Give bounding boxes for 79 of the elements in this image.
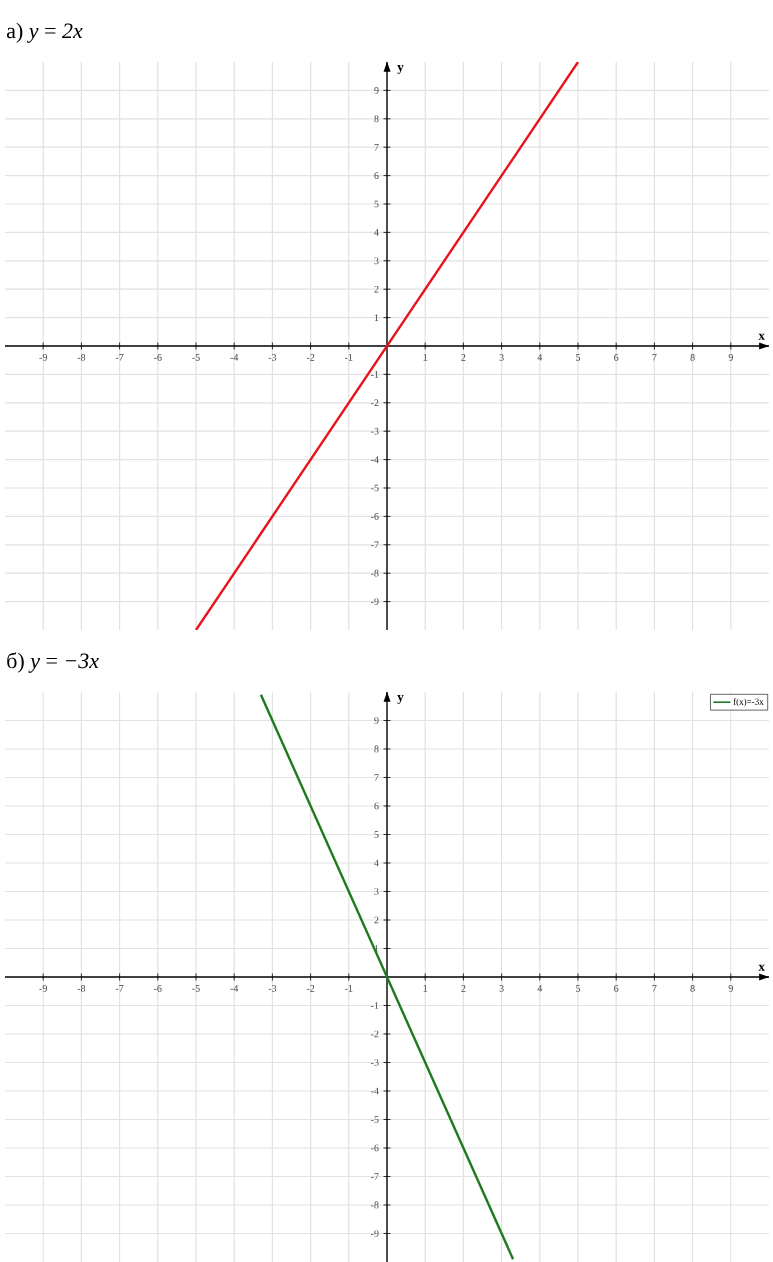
x-tick-label: -4 [230, 985, 239, 992]
x-tick-label: -6 [154, 985, 162, 992]
x-tick-label: -6 [154, 354, 162, 361]
y-tick-label: -2 [371, 1030, 379, 1038]
y-tick-label: -3 [371, 427, 379, 435]
y-tick-label: 1 [374, 314, 379, 321]
x-tick-label: 1 [423, 985, 428, 992]
y-tick-label: 4 [374, 229, 379, 236]
x-tick-label: 8 [690, 985, 695, 992]
x-tick-label: 4 [537, 354, 543, 361]
y-tick-label: -7 [371, 541, 379, 549]
chart-title: б) y = −3x [7, 652, 99, 673]
x-tick-label: 6 [614, 985, 619, 992]
x-tick-label: 4 [537, 985, 543, 992]
x-tick-label: -8 [77, 985, 86, 992]
x-tick-label: -7 [115, 354, 124, 361]
x-tick-label: -3 [268, 354, 277, 361]
y-tick-label: -5 [371, 484, 379, 492]
legend-label: f(x)=-3x [733, 698, 764, 707]
x-tick-label: 3 [499, 985, 504, 992]
y-tick-label: -8 [371, 569, 379, 577]
y-tick-label: 3 [374, 257, 379, 265]
x-tick-label: -1 [345, 354, 353, 361]
y-tick-label: 2 [374, 285, 379, 293]
x-tick-label: 9 [728, 985, 733, 992]
y-tick-label: -3 [371, 1059, 379, 1066]
y-tick-label: -9 [371, 1230, 379, 1237]
chart-title: а) y = 2x [6, 22, 83, 43]
y-tick-label: 1 [374, 945, 379, 952]
y-tick-label: -1 [371, 371, 379, 378]
x-tick-label: -7 [115, 985, 124, 992]
y-tick-label: 6 [374, 802, 379, 810]
x-tick-label: -8 [77, 354, 86, 361]
x-tick-label: -1 [345, 985, 353, 992]
x-tick-label: -5 [192, 985, 200, 992]
y-tick-label: -6 [371, 513, 379, 520]
y-tick-label: 2 [374, 916, 379, 924]
x-tick-label: 9 [728, 354, 733, 361]
x-tick-label: 2 [461, 985, 466, 992]
x-tick-label: -2 [306, 985, 315, 992]
x-axis-title: x [758, 333, 765, 340]
y-tick-label: -8 [371, 1201, 379, 1209]
y-tick-label: 5 [374, 200, 379, 208]
y-axis-title: y [397, 695, 404, 704]
x-tick-label: 5 [576, 985, 581, 992]
y-tick-label: 9 [374, 87, 379, 94]
y-tick-label: -4 [371, 1087, 379, 1095]
y-tick-label: -2 [371, 399, 379, 407]
y-tick-label: 8 [374, 115, 379, 123]
x-tick-label: -2 [306, 354, 315, 361]
x-tick-label: 2 [461, 354, 466, 361]
x-tick-label: 7 [652, 354, 657, 361]
y-tick-label: 7 [374, 774, 379, 781]
y-tick-label: 4 [374, 859, 379, 867]
x-tick-label: 1 [423, 354, 428, 361]
y-tick-label: 8 [374, 745, 379, 753]
y-axis-title: y [397, 65, 404, 74]
x-tick-label: -9 [39, 354, 47, 361]
x-tick-label: -9 [39, 985, 47, 992]
y-tick-label: -4 [371, 456, 379, 463]
y-tick-label: 6 [374, 172, 379, 179]
y-tick-label: 3 [374, 888, 379, 895]
x-tick-label: 8 [690, 354, 695, 361]
x-tick-label: 5 [576, 354, 581, 361]
y-tick-label: 9 [374, 717, 379, 724]
y-tick-label: 7 [374, 143, 379, 151]
y-tick-label: -1 [371, 1002, 379, 1009]
x-tick-label: -5 [192, 354, 200, 361]
y-tick-label: -5 [371, 1116, 379, 1123]
x-tick-label: -3 [268, 985, 277, 992]
x-tick-label: 3 [499, 354, 504, 361]
y-tick-label: -9 [371, 598, 379, 605]
x-tick-label: -4 [230, 354, 239, 361]
y-tick-label: -7 [371, 1173, 379, 1180]
x-tick-label: 7 [652, 985, 657, 992]
x-axis-title: x [758, 964, 765, 971]
y-tick-label: 5 [374, 831, 379, 838]
x-tick-label: 6 [614, 354, 619, 361]
y-tick-label: -6 [371, 1144, 379, 1152]
